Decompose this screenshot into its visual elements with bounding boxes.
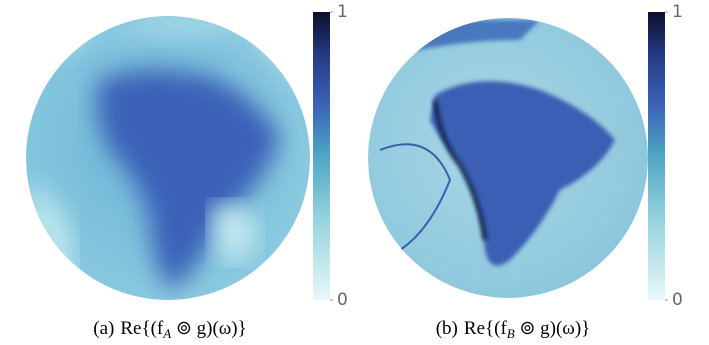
colorbar-tick-label: 1 — [672, 2, 683, 22]
caption-label: (b) — [436, 318, 458, 339]
colorbar-tick-label: 0 — [337, 290, 348, 310]
sphere-b — [368, 18, 648, 298]
sphere-a — [26, 16, 310, 300]
caption-text: Re{(f — [120, 318, 164, 339]
colorbar-tick-label: 0 — [672, 290, 683, 310]
colorbar — [313, 12, 330, 300]
caption-text: ⊚ g)(ω)} — [515, 318, 591, 339]
caption-text: Re{(f — [464, 318, 508, 339]
colorbar-tick-label: 1 — [337, 2, 348, 22]
colorbar — [648, 12, 665, 300]
caption: (b) Re{(fB ⊚ g)(ω)} — [436, 318, 591, 341]
caption: (a) Re{(fA ⊚ g)(ω)} — [93, 318, 246, 341]
caption-text: ⊚ g)(ω)} — [171, 318, 247, 339]
caption-sub: A — [162, 326, 171, 341]
caption-label: (a) — [93, 318, 114, 339]
caption-sub: B — [507, 326, 515, 341]
